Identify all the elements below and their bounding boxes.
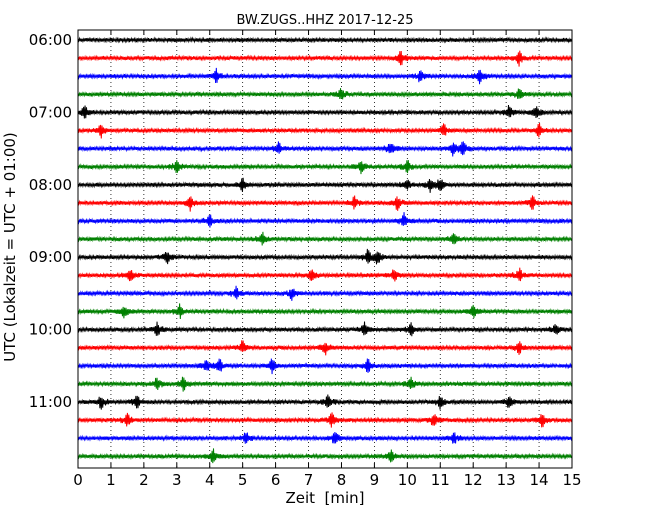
x-tick-label: 0 bbox=[73, 471, 83, 489]
plot-frame bbox=[77, 29, 573, 469]
seismogram-trace-12 bbox=[77, 248, 573, 265]
seismogram-trace-23 bbox=[77, 448, 573, 464]
seismogram-trace-8 bbox=[77, 177, 573, 193]
seismogram-trace-17 bbox=[77, 340, 573, 356]
x-tick-label: 9 bbox=[370, 471, 380, 489]
x-tick-label: 2 bbox=[139, 471, 149, 489]
seismogram-trace-2 bbox=[77, 67, 573, 85]
x-axis-label: Zeit [min] bbox=[285, 489, 364, 507]
y-axis: 06:00 07:00 08:00 09:00 10:00 11:00 bbox=[29, 31, 572, 411]
y-tick-label: 06:00 bbox=[29, 31, 72, 49]
trace-group bbox=[77, 36, 573, 464]
seismogram-trace-18 bbox=[77, 358, 573, 375]
y-tick-label: 07:00 bbox=[29, 103, 72, 121]
seismogram-trace-7 bbox=[77, 160, 573, 175]
y-tick-label: 10:00 bbox=[29, 321, 72, 339]
y-tick-label: 09:00 bbox=[29, 248, 72, 266]
seismogram-trace-5 bbox=[77, 123, 573, 139]
chart-title: BW.ZUGS..HHZ 2017-12-25 bbox=[236, 13, 413, 28]
seismogram-trace-9 bbox=[77, 195, 573, 212]
x-tick-label: 13 bbox=[497, 471, 516, 489]
seismogram-trace-19 bbox=[77, 376, 573, 392]
seismogram-trace-3 bbox=[77, 88, 573, 100]
seismogram-trace-11 bbox=[77, 231, 573, 246]
seismogram-trace-21 bbox=[77, 412, 573, 428]
y-tick-label: 11:00 bbox=[29, 393, 72, 411]
x-tick-label: 7 bbox=[304, 471, 314, 489]
seismogram-trace-14 bbox=[77, 285, 573, 301]
x-tick-label: 12 bbox=[464, 471, 483, 489]
seismogram-trace-1 bbox=[77, 50, 573, 67]
seismogram-trace-20 bbox=[77, 394, 573, 410]
seismogram-trace-4 bbox=[77, 105, 573, 119]
x-tick-label: 5 bbox=[238, 471, 248, 489]
x-tick-label: 14 bbox=[530, 471, 549, 489]
x-tick-label: 3 bbox=[172, 471, 182, 489]
seismogram-trace-22 bbox=[77, 432, 573, 444]
y-axis-label: UTC (Lokalzeit = UTC + 01:00) bbox=[1, 132, 19, 362]
x-tick-label: 6 bbox=[271, 471, 281, 489]
seismogram-trace-0 bbox=[77, 36, 573, 44]
seismogram-trace-13 bbox=[77, 267, 573, 282]
seismogram-trace-15 bbox=[77, 303, 573, 320]
x-axis: 0 1 2 3 4 5 6 7 8 9 10 11 12 13 14 15 bbox=[73, 30, 582, 489]
x-tick-label: 15 bbox=[562, 471, 581, 489]
seismogram-trace-6 bbox=[77, 141, 573, 157]
seismogram-trace-10 bbox=[77, 212, 573, 228]
x-tick-label: 11 bbox=[431, 471, 450, 489]
y-tick-label: 08:00 bbox=[29, 176, 72, 194]
x-tick-label: 1 bbox=[106, 471, 116, 489]
seismogram-trace-16 bbox=[77, 321, 573, 337]
x-tick-label: 4 bbox=[205, 471, 215, 489]
x-tick-label: 10 bbox=[398, 471, 417, 489]
x-tick-label: 8 bbox=[337, 471, 347, 489]
